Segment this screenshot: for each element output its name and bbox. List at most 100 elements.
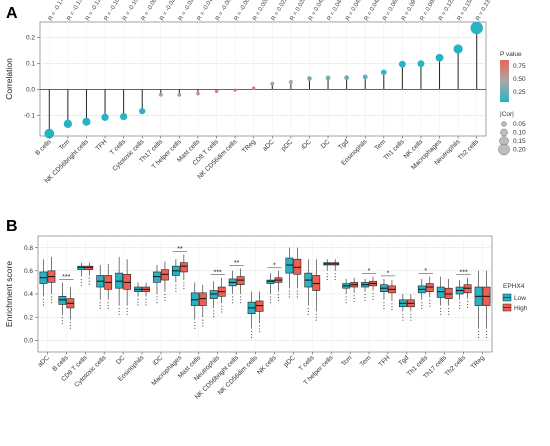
outlier-point bbox=[61, 320, 63, 322]
lollipop-point bbox=[177, 92, 182, 97]
r-value-label: R = 0.097* bbox=[401, 0, 421, 22]
outlier-point bbox=[156, 299, 158, 301]
significance-label: ** bbox=[177, 246, 183, 253]
plot-area-a bbox=[39, 21, 487, 137]
x-tick-label: B cells bbox=[34, 138, 53, 157]
outlier-point bbox=[410, 313, 412, 315]
outlier-point bbox=[240, 296, 242, 298]
outlier-point bbox=[345, 302, 347, 304]
outlier-point bbox=[391, 303, 393, 305]
x-tick-label: DC bbox=[115, 354, 127, 366]
outlier-point bbox=[250, 336, 253, 339]
x-tick-label: TReg bbox=[470, 354, 486, 370]
outlier-point bbox=[288, 290, 290, 292]
outlier-point bbox=[334, 273, 336, 275]
outlier-point bbox=[429, 299, 431, 301]
outlier-point bbox=[183, 288, 185, 290]
outlier-point bbox=[421, 307, 423, 310]
outlier-point bbox=[145, 301, 147, 303]
outlier-point bbox=[232, 299, 234, 301]
outlier-point bbox=[326, 276, 328, 278]
outlier-point bbox=[440, 307, 442, 310]
outlier-point bbox=[107, 305, 109, 307]
legend-size-tick: 0.20 bbox=[513, 147, 526, 154]
outlier-point bbox=[421, 305, 423, 307]
lollipop-point bbox=[307, 76, 312, 81]
panel-a-letter: A bbox=[6, 5, 18, 22]
outlier-point bbox=[145, 298, 147, 300]
outlier-point bbox=[107, 302, 109, 304]
legend-entry-high: High bbox=[514, 305, 528, 312]
x-tick-label: TFH bbox=[377, 354, 391, 368]
legend-color-tick: 0.75 bbox=[513, 63, 526, 70]
x-tick-label: NK cells bbox=[256, 354, 278, 376]
lollipop-point bbox=[417, 60, 425, 68]
outlier-point bbox=[258, 328, 261, 330]
box-high bbox=[179, 262, 188, 273]
outlier-point bbox=[345, 296, 347, 298]
outlier-point bbox=[183, 282, 185, 284]
outlier-point bbox=[175, 287, 177, 289]
outlier-point bbox=[221, 308, 223, 310]
outlier-point bbox=[372, 298, 374, 300]
outlier-point bbox=[269, 302, 272, 304]
x-tick-label: Th2 cells bbox=[444, 354, 468, 378]
outlier-point bbox=[334, 276, 336, 278]
outlier-point bbox=[353, 295, 355, 297]
x-tick-label: pDC bbox=[280, 138, 294, 152]
outlier-point bbox=[145, 304, 147, 306]
lollipop-point bbox=[435, 53, 444, 62]
legend-entry-low: Low bbox=[514, 295, 526, 302]
outlier-point bbox=[372, 292, 374, 295]
outlier-point bbox=[477, 334, 480, 336]
r-value-label: R = 0.099* bbox=[419, 0, 439, 22]
lollipop-point bbox=[82, 117, 91, 126]
significance-label: * bbox=[273, 262, 276, 269]
x-tick-label: iDC bbox=[300, 138, 313, 151]
outlier-point bbox=[156, 302, 158, 304]
outlier-point bbox=[402, 316, 404, 318]
y-tick-label: 0.2 bbox=[24, 314, 33, 321]
box-low bbox=[58, 296, 67, 305]
box-high bbox=[293, 258, 302, 275]
outlier-point bbox=[440, 313, 442, 315]
outlier-point bbox=[277, 296, 280, 299]
outlier-point bbox=[175, 290, 177, 292]
outlier-point bbox=[232, 302, 234, 304]
outlier-point bbox=[467, 306, 469, 308]
outlier-point bbox=[288, 296, 290, 298]
outlier-point bbox=[258, 325, 261, 327]
x-tick-label: aDC bbox=[37, 354, 51, 368]
outlier-point bbox=[307, 307, 309, 310]
outlier-point bbox=[448, 313, 450, 315]
box-high bbox=[123, 273, 132, 290]
outlier-point bbox=[80, 284, 82, 286]
box-high bbox=[255, 300, 264, 312]
outlier-point bbox=[221, 311, 223, 313]
box-low bbox=[285, 257, 294, 274]
outlier-point bbox=[50, 296, 53, 298]
box-high bbox=[236, 276, 245, 286]
legend-colorbar bbox=[500, 60, 509, 102]
outlier-point bbox=[232, 296, 234, 298]
outlier-point bbox=[80, 278, 82, 281]
x-tick-label: Tgd bbox=[337, 138, 350, 151]
box-low bbox=[115, 272, 124, 289]
outlier-point bbox=[307, 310, 309, 312]
outlier-point bbox=[194, 324, 196, 326]
lollipop-point bbox=[344, 75, 350, 81]
lollipop-point bbox=[380, 69, 387, 76]
outlier-point bbox=[258, 331, 261, 333]
outlier-point bbox=[448, 310, 450, 312]
y-tick-label: -0.1 bbox=[24, 112, 36, 119]
outlier-point bbox=[269, 299, 272, 301]
box-low bbox=[77, 265, 86, 270]
lollipop-point bbox=[101, 113, 109, 122]
outlier-point bbox=[61, 322, 63, 325]
outlier-point bbox=[334, 278, 336, 281]
outlier-point bbox=[175, 284, 177, 286]
outlier-point bbox=[315, 319, 317, 321]
significance-label: * bbox=[424, 268, 427, 275]
significance-label: *** bbox=[214, 269, 222, 276]
outlier-point bbox=[202, 325, 204, 327]
